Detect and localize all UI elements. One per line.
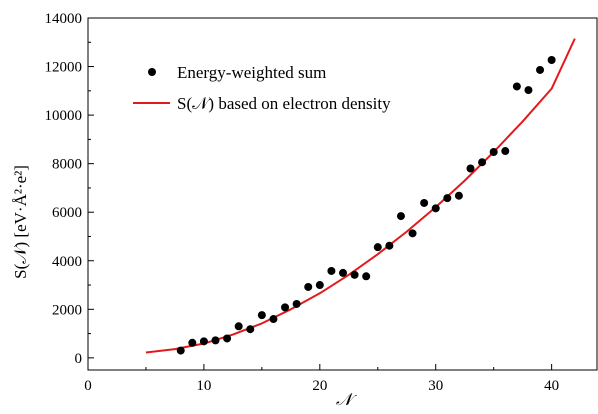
- data-point: [234, 322, 243, 331]
- data-point: [443, 194, 452, 203]
- data-point: [362, 272, 371, 281]
- x-tick-label: 30: [428, 378, 443, 394]
- data-point: [373, 243, 382, 252]
- y-tick-label: 4000: [52, 254, 82, 270]
- data-point: [478, 158, 487, 167]
- data-point: [524, 86, 533, 95]
- plot-area: [87, 17, 598, 371]
- data-point: [420, 198, 429, 207]
- data-point: [512, 82, 521, 91]
- data-point: [327, 266, 336, 275]
- x-axis-title: 𝒩: [336, 390, 358, 409]
- data-point: [188, 338, 197, 347]
- data-point: [547, 55, 556, 64]
- data-point: [489, 148, 498, 157]
- y-tick-label: 10000: [45, 108, 83, 124]
- y-tick-label: 6000: [52, 205, 82, 221]
- data-point: [339, 268, 347, 277]
- data-point: [454, 191, 463, 200]
- y-tick-label: 8000: [52, 157, 82, 173]
- legend-label-scatter: Energy-weighted sum: [177, 63, 326, 82]
- data-point: [350, 270, 359, 279]
- x-tick-label: 40: [544, 378, 559, 394]
- fit-curve: [145, 38, 576, 354]
- data-point: [246, 325, 255, 334]
- data-point: [223, 334, 232, 343]
- plot-frame: [87, 17, 598, 371]
- data-point: [211, 336, 220, 345]
- y-axis-title: S(𝒩) [eV·Å²·e²]: [11, 165, 30, 279]
- data-point: [385, 241, 394, 250]
- legend-label-line: S(𝒩) based on electron density: [177, 94, 391, 113]
- y-tick-label: 2000: [52, 302, 82, 318]
- x-axis: 0 10 20 30 40: [84, 364, 559, 394]
- data-point: [431, 204, 440, 213]
- data-point: [466, 164, 475, 173]
- y-tick-label: 14000: [45, 11, 83, 27]
- data-point: [315, 281, 324, 290]
- data-point: [501, 147, 510, 156]
- data-point: [257, 311, 266, 320]
- data-point: [269, 315, 278, 324]
- y-axis: 0 2000 4000 6000 8000 10000 12000 14000: [45, 11, 94, 367]
- data-point: [199, 337, 208, 346]
- series-layer: [145, 38, 576, 355]
- legend: Energy-weighted sum S(𝒩) based on electr…: [133, 63, 391, 113]
- data-point: [281, 303, 290, 312]
- data-point: [176, 346, 185, 355]
- x-tick-label: 0: [84, 378, 92, 394]
- data-point: [304, 282, 313, 291]
- y-tick-label: 12000: [45, 60, 83, 76]
- data-point: [408, 229, 417, 238]
- x-tick-label: 20: [312, 378, 327, 394]
- x-tick-label: 10: [196, 378, 211, 394]
- legend-marker-scatter: [148, 68, 156, 76]
- y-tick-label: 0: [75, 351, 83, 367]
- data-point: [396, 212, 405, 221]
- data-point: [292, 299, 301, 308]
- data-point: [536, 65, 545, 74]
